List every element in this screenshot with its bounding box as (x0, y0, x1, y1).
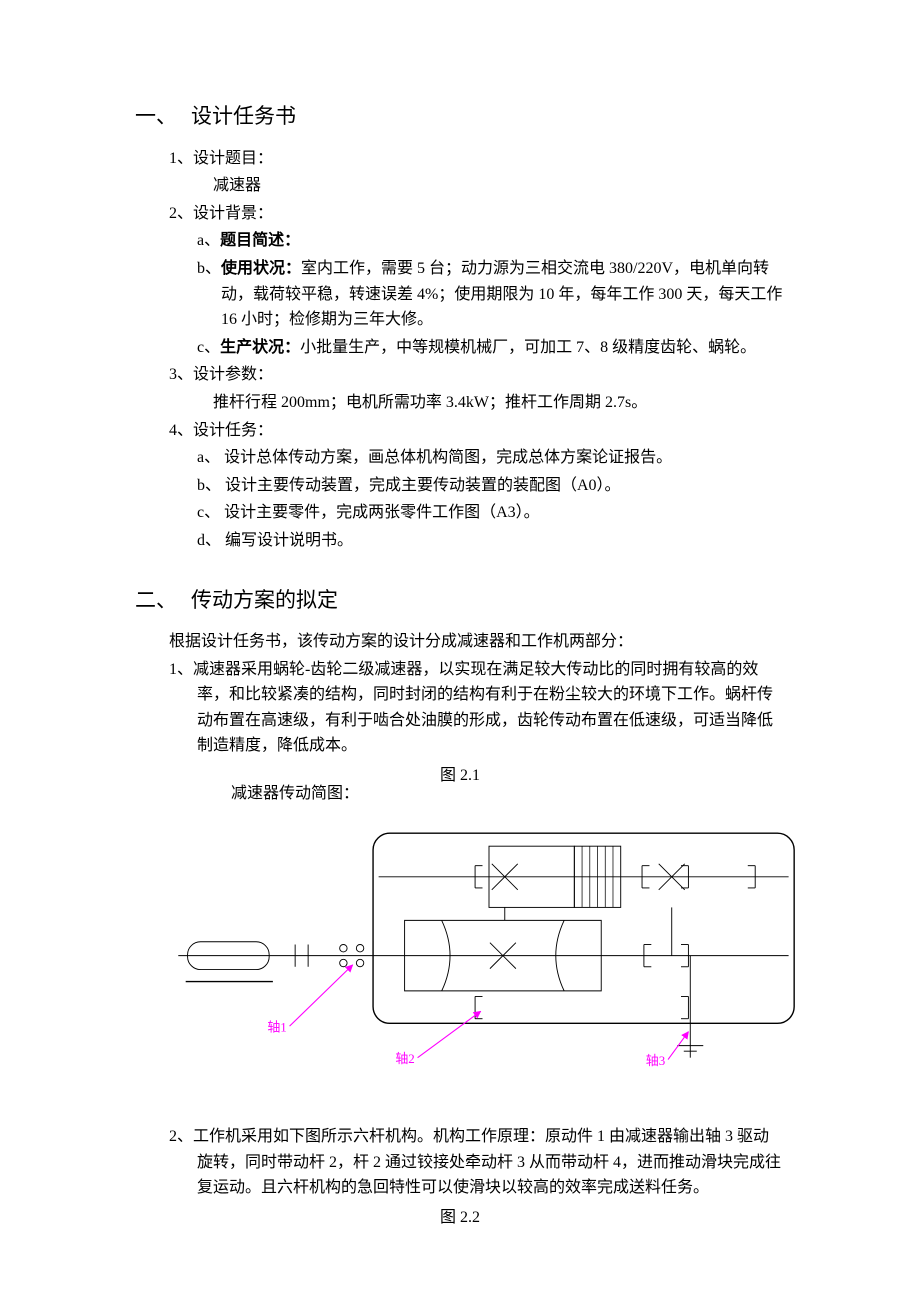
item-2c-title: 生产状况： (220, 339, 300, 356)
figure-2-2-caption: 图 2.2 (135, 1205, 785, 1231)
item-3-body: 推杆行程 200mm；电机所需功率 3.4kW；推杆工作周期 2.7s。 (135, 390, 785, 416)
section-1-num: 一、 (135, 100, 191, 134)
section-2-title: 传动方案的拟定 (191, 588, 338, 612)
item-4c: c、 设计主要零件，完成两张零件工作图（A3）。 (159, 500, 785, 526)
svg-text:轴2: 轴2 (395, 1051, 414, 1066)
section-2-heading: 二、传动方案的拟定 (135, 584, 785, 618)
item-2c-prefix: c、 (197, 339, 220, 356)
figure-2-1: 减速器传动简图： 轴1 轴2 轴3 (169, 781, 785, 1097)
item-2a: a、题目简述： (159, 228, 785, 254)
item-2a-title: 题目简述： (220, 232, 300, 249)
section-2-p2: 2、工作机采用如下图所示六杆机构。机构工作原理：原动件 1 由减速器输出轴 3 … (163, 1124, 785, 1201)
item-4d: d、 编写设计说明书。 (159, 528, 785, 554)
item-3-label: 3、设计参数： (135, 362, 785, 388)
section-1-heading: 一、设计任务书 (135, 100, 785, 134)
section-2-p1-label: 1、 (169, 661, 193, 678)
item-2c: c、生产状况：小批量生产，中等规模机械厂，可加工 7、8 级精度齿轮、蜗轮。 (159, 335, 785, 361)
item-2c-body: 小批量生产，中等规模机械厂，可加工 7、8 级精度齿轮、蜗轮。 (300, 339, 756, 356)
section-2-p1-body: 减速器采用蜗轮-齿轮二级减速器，以实现在满足较大传动比的同时拥有较高的效率，和比… (193, 661, 773, 755)
gearbox-schematic: 轴1 轴2 轴3 (169, 806, 809, 1096)
section-2-p2-body: 工作机采用如下图所示六杆机构。机构工作原理：原动件 1 由减速器输出轴 3 驱动… (193, 1128, 781, 1196)
item-1-body: 减速器 (135, 173, 785, 199)
section-2-intro: 根据设计任务书，该传动方案的设计分成减速器和工作机两部分： (135, 629, 785, 655)
item-4-label: 4、设计任务： (135, 418, 785, 444)
item-4a: a、 设计总体传动方案，画总体机构简图，完成总体方案论证报告。 (159, 445, 785, 471)
section-2-num: 二、 (135, 584, 191, 618)
item-2b: b、使用状况：室内工作，需要 5 台；动力源为三相交流电 380/220V，电机… (159, 256, 785, 333)
item-2b-body: 室内工作，需要 5 台；动力源为三相交流电 380/220V，电机单向转动，载荷… (221, 260, 782, 328)
item-2-label: 2、设计背景： (135, 201, 785, 227)
section-2-p1: 1、减速器采用蜗轮-齿轮二级减速器，以实现在满足较大传动比的同时拥有较高的效率，… (163, 657, 785, 759)
item-4b: b、 设计主要传动装置，完成主要传动装置的装配图（A0）。 (159, 473, 785, 499)
svg-text:轴1: 轴1 (267, 1020, 286, 1035)
figure-2-1-label: 减速器传动简图： (169, 781, 785, 807)
item-1-label: 1、设计题目： (135, 146, 785, 172)
item-2b-title: 使用状况： (221, 260, 301, 277)
item-2a-prefix: a、 (197, 232, 220, 249)
item-2b-prefix: b、 (197, 260, 221, 277)
section-2-p2-label: 2、 (169, 1128, 193, 1145)
section-1-title: 设计任务书 (191, 104, 296, 128)
svg-text:轴3: 轴3 (646, 1053, 665, 1068)
